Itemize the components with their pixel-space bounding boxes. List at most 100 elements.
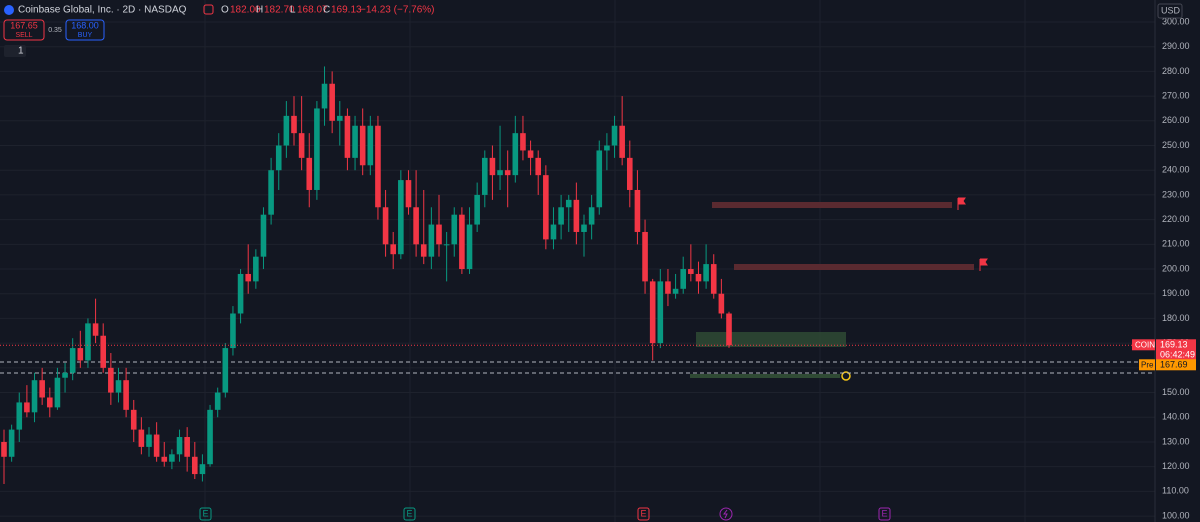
candle-body	[130, 409, 137, 430]
candle-body	[344, 115, 351, 158]
y-tick-label: 240.00	[1162, 165, 1190, 175]
y-tick-label: 300.00	[1162, 16, 1190, 26]
flag[interactable]	[957, 197, 966, 210]
candle-body	[581, 224, 587, 232]
buy-button[interactable]	[65, 19, 105, 41]
candle-body	[245, 273, 252, 282]
candle-body	[24, 402, 30, 413]
y-tick-label: 260.00	[1162, 115, 1190, 125]
countdown: 06:42:49	[1160, 350, 1195, 360]
candle-body	[359, 125, 366, 166]
candle-body	[543, 175, 549, 240]
candle-body	[62, 372, 68, 378]
pre-box	[1139, 359, 1155, 371]
candle-body	[550, 224, 557, 240]
candle-body	[138, 429, 145, 447]
candle-body	[710, 264, 717, 294]
candle-body	[428, 224, 435, 257]
change: −14.23 (−7.76%)	[360, 5, 435, 16]
earnings-marker[interactable]	[878, 507, 891, 521]
candle-body	[573, 199, 580, 232]
candle-body	[184, 437, 190, 457]
candle-body	[321, 83, 328, 109]
y-tick-label: 220.00	[1162, 214, 1190, 224]
o-label: O	[221, 5, 229, 16]
candle-body	[46, 397, 53, 408]
resistance-zone[interactable]	[734, 264, 974, 270]
h-label: H	[256, 5, 263, 16]
candle-body	[588, 207, 595, 225]
candle-body	[260, 214, 267, 257]
candle-body	[230, 313, 236, 349]
candle-body	[695, 273, 702, 282]
low: 168.07	[297, 5, 328, 16]
y-tick-label: 110.00	[1162, 486, 1189, 496]
icon[interactable]	[203, 4, 214, 15]
candle-body	[481, 157, 488, 195]
y-tick-label: 120.00	[1162, 461, 1190, 471]
candle-body	[92, 323, 99, 336]
symbol: Coinbase Global, Inc. · 2D · NASDAQ	[18, 5, 187, 16]
candle-body	[649, 281, 656, 344]
candle-body	[115, 380, 122, 393]
candle-body	[306, 157, 313, 190]
candle-body	[398, 180, 404, 255]
candle-body	[459, 214, 465, 270]
candle-body	[451, 214, 458, 245]
candle-body	[382, 207, 389, 245]
high: 182.70	[264, 5, 295, 16]
flag[interactable]	[979, 258, 988, 271]
l-label: L	[290, 5, 296, 16]
candle-body	[298, 133, 305, 158]
support-zone[interactable]	[696, 332, 846, 347]
candle-body	[39, 380, 45, 398]
drawings	[0, 197, 1155, 381]
earnings-label: E	[406, 508, 412, 518]
candle-body	[54, 377, 61, 408]
candle-body	[16, 402, 23, 430]
earnings-marker[interactable]	[199, 507, 212, 521]
candle-body	[611, 125, 618, 146]
support-line[interactable]	[690, 374, 840, 378]
candle-body	[283, 115, 290, 146]
candle-body	[680, 269, 687, 289]
sell-button[interactable]	[3, 19, 45, 41]
candle-body	[8, 429, 15, 457]
candle-body	[108, 367, 114, 393]
candle-body	[420, 244, 427, 257]
candle-body	[558, 207, 564, 225]
currency-button[interactable]	[1157, 3, 1183, 19]
last-price: 169.13	[1160, 340, 1188, 350]
candle-body	[688, 269, 694, 274]
candle-body	[413, 207, 419, 245]
price-axis	[1155, 0, 1200, 522]
candle-body	[77, 348, 84, 361]
dividend-marker[interactable]	[719, 507, 733, 521]
earnings-label: E	[881, 508, 887, 518]
earnings-marker[interactable]	[403, 507, 416, 521]
alert-icon[interactable]	[841, 371, 851, 381]
y-tick-label: 250.00	[1162, 140, 1190, 150]
candle-body	[146, 434, 152, 447]
interval-toggle[interactable]	[4, 45, 26, 57]
candle-body	[1, 441, 7, 457]
candle-body	[504, 170, 511, 176]
candle-body	[161, 456, 168, 462]
y-tick-label: 280.00	[1162, 66, 1190, 76]
y-tick-label: 130.00	[1162, 436, 1190, 446]
candle-body	[275, 145, 282, 171]
candle-body	[703, 264, 709, 282]
y-tick-label: 100.00	[1162, 510, 1190, 520]
y-tick-label: 230.00	[1162, 189, 1190, 199]
buy-label: BUY	[78, 32, 93, 39]
earnings-marker[interactable]	[637, 507, 650, 521]
earnings-label: E	[202, 508, 208, 518]
candle-body	[520, 133, 526, 151]
c-label: C	[323, 5, 330, 16]
candle-body	[619, 125, 625, 158]
pre-label: Pre	[1141, 360, 1154, 369]
resistance-zone[interactable]	[712, 202, 952, 208]
buy-price: 168.00	[71, 20, 99, 30]
